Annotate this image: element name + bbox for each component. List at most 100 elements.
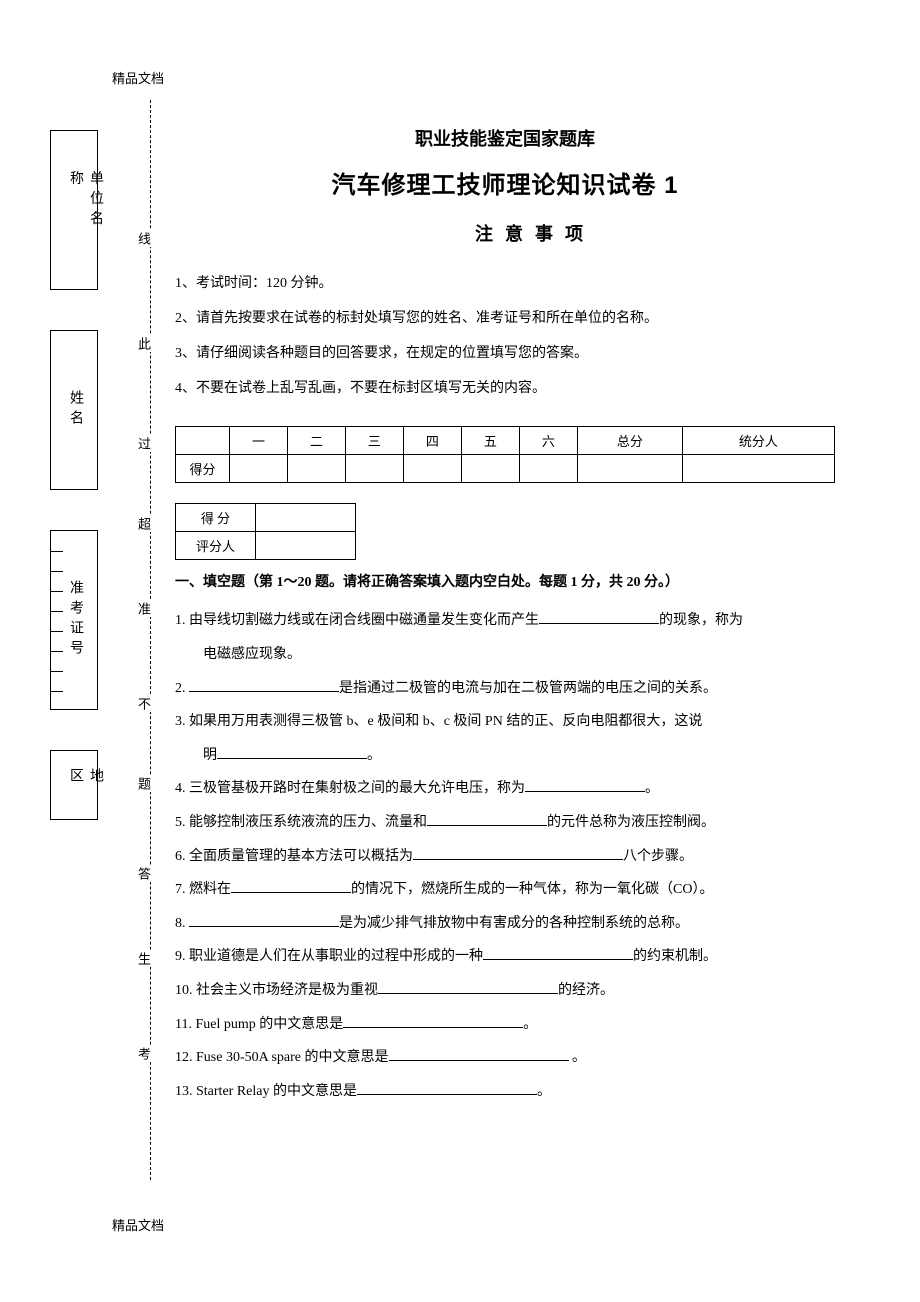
table-cell — [461, 455, 519, 483]
cut-line — [150, 100, 151, 1180]
question-3: 3. 如果用万用表测得三极管 b、e 极间和 b、c 极间 PN 结的正、反向电… — [175, 705, 835, 739]
question-text: 10. 社会主义市场经济是极为重视 — [175, 983, 378, 998]
question-text: 是为减少排气排放物中有害成分的各种控制系统的总称。 — [339, 916, 689, 931]
score-label: 得 分 — [176, 504, 256, 532]
question-text: 13. Starter Relay 的中文意思是 — [175, 1084, 357, 1099]
content-area: 职业技能鉴定国家题库 汽车修理工技师理论知识试卷 1 注意事项 1、考试时间：1… — [175, 125, 835, 1108]
question-text: 。 — [569, 1050, 587, 1065]
score-table: 一 二 三 四 五 六 总分 统分人 得分 — [175, 426, 835, 483]
table-header: 五 — [461, 427, 519, 455]
fill-blank[interactable] — [525, 778, 645, 792]
scorer-label: 评分人 — [176, 532, 256, 560]
table-row: 评分人 — [176, 532, 356, 560]
fill-blank[interactable] — [343, 1014, 523, 1028]
table-header: 三 — [345, 427, 403, 455]
question-text: 7. 燃料在 — [175, 882, 231, 897]
table-row: 得分 — [176, 455, 835, 483]
table-header: 总分 — [577, 427, 682, 455]
notice-item: 4、不要在试卷上乱写乱画，不要在标封区填写无关的内容。 — [175, 371, 835, 406]
question-text: 4. 三极管基极开路时在集射极之间的最大允许电压，称为 — [175, 781, 525, 796]
question-text: 5. 能够控制液压系统液流的压力、流量和 — [175, 815, 427, 830]
question-9: 9. 职业道德是人们在从事职业的过程中形成的一种 的约束机制。 — [175, 940, 835, 974]
dash-label: 答 — [134, 865, 153, 882]
main-title: 汽车修理工技师理论知识试卷 1 — [175, 165, 835, 200]
table-cell — [287, 455, 345, 483]
notice-item: 2、请首先按要求在试卷的标封处填写您的姓名、准考证号和所在单位的名称。 — [175, 301, 835, 336]
question-text: 6. 全面质量管理的基本方法可以概括为 — [175, 849, 413, 864]
table-header: 四 — [403, 427, 461, 455]
fill-blank[interactable] — [357, 1081, 537, 1095]
question-text: 。 — [645, 781, 659, 796]
dash-label: 不 — [134, 695, 153, 712]
fill-blank[interactable] — [217, 745, 367, 759]
question-text: 的约束机制。 — [633, 949, 717, 964]
table-header: 统分人 — [682, 427, 834, 455]
student-name-label: 姓名 — [65, 390, 85, 430]
table-header: 二 — [287, 427, 345, 455]
question-text: 的情况下，燃烧所生成的一种气体，称为一氧化碳（CO）。 — [351, 882, 713, 897]
unit-name-label: 单位名称 — [65, 171, 105, 250]
question-12: 12. Fuse 30-50A spare 的中文意思是 。 — [175, 1041, 835, 1075]
question-1-cont: 电磁感应现象。 — [175, 638, 835, 672]
question-text: 。 — [523, 1017, 537, 1032]
question-text: 9. 职业道德是人们在从事职业的过程中形成的一种 — [175, 949, 483, 964]
table-cell — [682, 455, 834, 483]
question-text: 的现象，称为 — [659, 613, 743, 628]
table-header: 一 — [230, 427, 288, 455]
question-text: 。 — [537, 1084, 551, 1099]
question-text: 是指通过二极管的电流与加在二极管两端的电压之间的关系。 — [339, 681, 717, 696]
question-text: 明 — [203, 748, 217, 763]
dash-label: 生 — [134, 950, 153, 967]
question-3-cont: 明。 — [175, 739, 835, 773]
scorer-table: 得 分 评分人 — [175, 503, 356, 560]
dash-label: 准 — [134, 600, 153, 617]
question-text: 的元件总称为液压控制阀。 — [547, 815, 715, 830]
area-box: 地区 — [50, 750, 98, 820]
question-text: 。 — [367, 748, 381, 763]
notice-item: 1、考试时间：120 分钟。 — [175, 266, 835, 301]
fill-blank[interactable] — [189, 913, 339, 927]
fill-blank[interactable] — [231, 879, 351, 893]
dash-label: 过 — [134, 435, 153, 452]
dash-label: 超 — [134, 515, 153, 532]
section-title: 一、填空题（第 1～20 题。请将正确答案填入题内空白处。每题 1 分，共 20… — [175, 572, 835, 594]
question-text: 的经济。 — [558, 983, 614, 998]
question-text: 11. Fuel pump 的中文意思是 — [175, 1017, 343, 1032]
question-5: 5. 能够控制液压系统液流的压力、流量和 的元件总称为液压控制阀。 — [175, 806, 835, 840]
table-cell — [577, 455, 682, 483]
table-header: 六 — [519, 427, 577, 455]
notice-heading: 注意事项 — [235, 220, 835, 246]
area-label: 地区 — [65, 768, 105, 802]
table-cell — [403, 455, 461, 483]
fill-blank[interactable] — [427, 812, 547, 826]
table-row: 得 分 — [176, 504, 356, 532]
dash-label: 题 — [134, 775, 153, 792]
question-text: 12. Fuse 30-50A spare 的中文意思是 — [175, 1050, 389, 1065]
fill-blank[interactable] — [539, 610, 659, 624]
question-1: 1. 由导线切割磁力线或在闭合线圈中磁通量发生变化而产生的现象，称为 — [175, 604, 835, 638]
question-text: 8. — [175, 916, 189, 931]
question-13: 13. Starter Relay 的中文意思是 。 — [175, 1075, 835, 1109]
binding-margin: 单位名称 姓名 准考证号 地区 — [50, 130, 100, 1130]
table-header — [176, 427, 230, 455]
fill-blank[interactable] — [413, 846, 623, 860]
question-10: 10. 社会主义市场经济是极为重视 的经济。 — [175, 974, 835, 1008]
fill-blank[interactable] — [189, 678, 339, 692]
question-4: 4. 三极管基极开路时在集射极之间的最大允许电压，称为 。 — [175, 772, 835, 806]
question-2: 2. 是指通过二极管的电流与加在二极管两端的电压之间的关系。 — [175, 672, 835, 706]
fill-blank[interactable] — [378, 980, 558, 994]
page-footer: 精品文档 — [112, 1215, 164, 1234]
exam-id-box: 准考证号 — [50, 530, 98, 710]
question-text: 2. — [175, 681, 189, 696]
dash-label: 考 — [134, 1045, 153, 1062]
table-cell — [345, 455, 403, 483]
table-row: 一 二 三 四 五 六 总分 统分人 — [176, 427, 835, 455]
score-value — [256, 504, 356, 532]
table-cell: 得分 — [176, 455, 230, 483]
question-7: 7. 燃料在 的情况下，燃烧所生成的一种气体，称为一氧化碳（CO）。 — [175, 873, 835, 907]
unit-name-box: 单位名称 — [50, 130, 98, 290]
notice-list: 1、考试时间：120 分钟。 2、请首先按要求在试卷的标封处填写您的姓名、准考证… — [175, 266, 835, 406]
subtitle: 职业技能鉴定国家题库 — [175, 125, 835, 151]
fill-blank[interactable] — [389, 1047, 569, 1061]
fill-blank[interactable] — [483, 946, 633, 960]
